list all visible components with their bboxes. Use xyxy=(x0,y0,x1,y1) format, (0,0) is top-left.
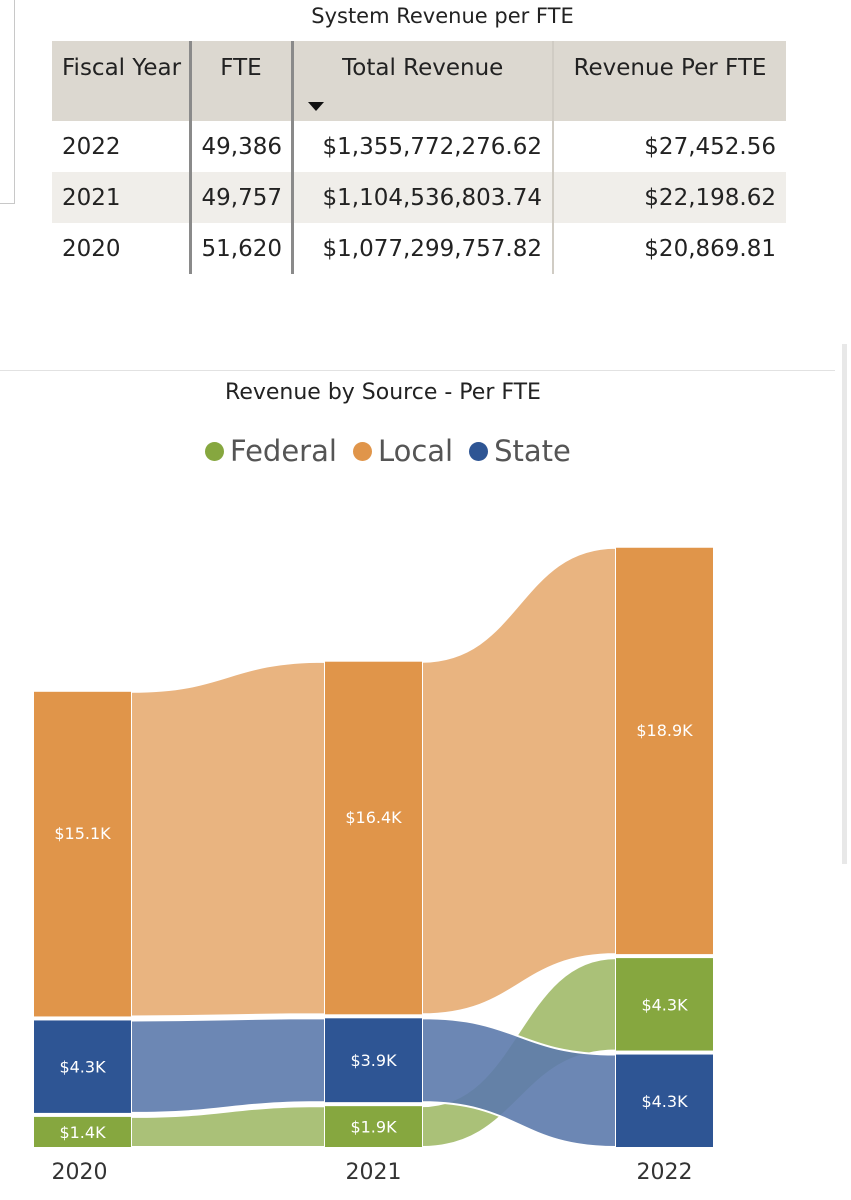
table-header-row: Fiscal Year FTE Total Revenue Revenue Pe… xyxy=(52,41,786,121)
sort-descending-icon[interactable] xyxy=(307,102,324,111)
data-label-state-2020: $4.3K xyxy=(59,1058,106,1077)
table-title: System Revenue per FTE xyxy=(311,4,574,28)
data-label-federal-2020: $1.4K xyxy=(59,1123,106,1142)
ribbon-state-2020-2021 xyxy=(130,1017,326,1114)
revenue-table: Fiscal Year FTE Total Revenue Revenue Pe… xyxy=(52,41,786,274)
cell-fte: 49,757 xyxy=(188,172,292,223)
x-tick-label-2021: 2021 xyxy=(346,1160,402,1185)
table-row[interactable]: 2022 49,386 $1,355,772,276.62 $27,452.56 xyxy=(52,121,786,172)
legend-dot-federal xyxy=(205,441,224,461)
cell-revenue-per-fte: $22,198.62 xyxy=(552,172,786,223)
x-tick-label-2022: 2022 xyxy=(637,1160,693,1185)
ribbon-local-2020-2021 xyxy=(130,660,326,1018)
cell-total-revenue: $1,355,772,276.62 xyxy=(290,121,553,172)
bar-federal-2021 xyxy=(325,1106,422,1147)
bar-state-2020 xyxy=(34,1020,131,1113)
ribbons-layer xyxy=(130,546,617,1149)
bar-federal-2022 xyxy=(616,958,713,1051)
bar-local-2020 xyxy=(34,691,131,1017)
chart-legend: Federal Local State xyxy=(205,434,587,468)
table-row[interactable]: 2021 49,757 $1,104,536,803.74 $22,198.62 xyxy=(52,172,786,223)
bar-state-2021 xyxy=(325,1018,422,1103)
table-row[interactable]: 2020 51,620 $1,077,299,757.82 $20,869.81 xyxy=(52,223,786,274)
legend-item-federal[interactable]: Federal xyxy=(205,434,337,468)
bar-federal-2020 xyxy=(34,1116,131,1147)
data-label-federal-2022: $4.3K xyxy=(641,995,688,1014)
legend-item-state[interactable]: State xyxy=(469,434,571,468)
bar-local-2021 xyxy=(325,661,422,1015)
column-header-revenue-per-fte[interactable]: Revenue Per FTE xyxy=(552,41,786,121)
cell-revenue-per-fte: $27,452.56 xyxy=(552,121,786,172)
legend-label-state: State xyxy=(494,434,571,468)
left-panel-border xyxy=(14,0,15,204)
legend-label-federal: Federal xyxy=(230,434,337,468)
x-tick-label-2020: 2020 xyxy=(52,1160,108,1185)
chart-scrollbar[interactable] xyxy=(842,344,847,864)
legend-label-local: Local xyxy=(377,434,454,468)
value-labels-layer: $1.4K $15.1K $4.3K 2020 $1.9K $16.4K $3.9K 2021… xyxy=(52,721,694,1185)
legend-item-local[interactable]: Local xyxy=(352,434,454,468)
cell-fte: 51,620 xyxy=(188,223,292,274)
legend-dot-local xyxy=(352,441,372,461)
data-label-state-2021: $3.9K xyxy=(350,1051,397,1070)
cell-total-revenue: $1,104,536,803.74 xyxy=(290,172,553,223)
chart-title: Revenue by Source - Per FTE xyxy=(225,380,541,405)
data-label-state-2022: $4.3K xyxy=(641,1092,688,1111)
cell-total-revenue: $1,077,299,757.82 xyxy=(290,223,553,274)
legend-dot-state xyxy=(469,441,489,461)
cell-fiscal-year: 2021 xyxy=(52,172,190,223)
column-header-fiscal-year[interactable]: Fiscal Year xyxy=(52,41,190,121)
cell-fiscal-year: 2022 xyxy=(62,133,121,160)
data-label-local-2020: $15.1K xyxy=(54,824,111,843)
data-label-local-2021: $16.4K xyxy=(345,808,402,827)
section-divider xyxy=(0,370,835,371)
column-header-fte[interactable]: FTE xyxy=(188,41,292,121)
left-panel-bottom xyxy=(0,203,15,204)
bar-state-2022 xyxy=(616,1054,713,1147)
cell-revenue-per-fte: $20,869.81 xyxy=(552,223,786,274)
column-header-total-revenue-label: Total Revenue xyxy=(342,55,504,81)
bar-local-2022 xyxy=(616,547,713,955)
data-label-local-2022: $18.9K xyxy=(636,721,693,740)
column-header-total-revenue[interactable]: Total Revenue xyxy=(290,41,553,121)
bars-layer xyxy=(34,547,713,1147)
cell-fte: 49,386 xyxy=(188,121,292,172)
cell-fiscal-year: 2020 xyxy=(62,235,121,262)
ribbon-local-2021-2022 xyxy=(421,546,617,1016)
data-label-federal-2021: $1.9K xyxy=(350,1118,397,1137)
